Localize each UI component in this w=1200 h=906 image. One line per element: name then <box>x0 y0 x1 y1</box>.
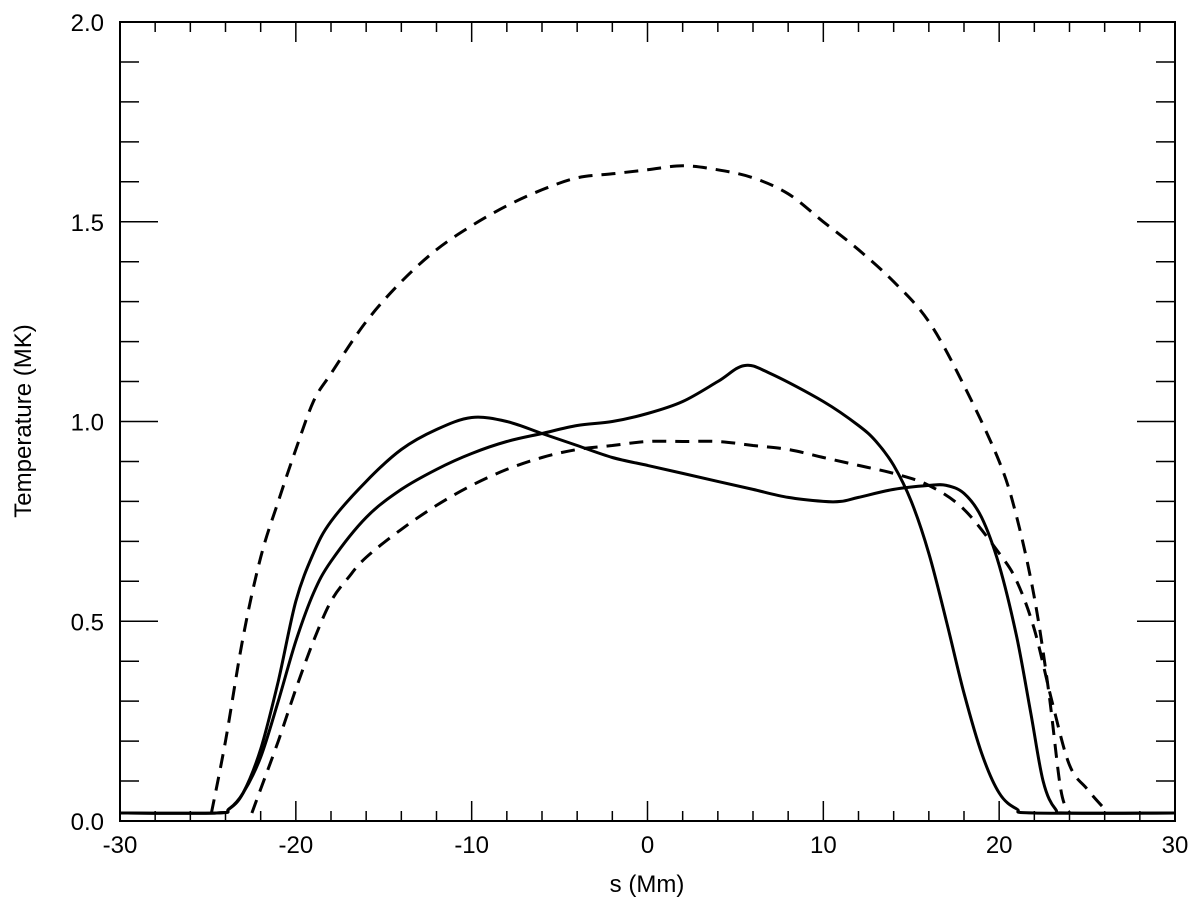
x-tick-label: -10 <box>454 832 489 859</box>
y-tick-label: 1.5 <box>71 210 104 237</box>
series-line-1-solid <box>119 415 1176 815</box>
x-tick-label: -20 <box>278 832 313 859</box>
series-line-3-dashed <box>209 164 1071 814</box>
y-axis-title: Temperature (MK) <box>10 324 37 517</box>
x-tick-label: 0 <box>641 832 654 859</box>
x-tick-label: 20 <box>986 832 1013 859</box>
x-tick-label: 10 <box>810 832 837 859</box>
series-line-2-solid <box>119 363 1176 815</box>
plot-frame <box>119 21 1176 822</box>
tick-labels: -30 -20 -10 0 10 20 30 0.0 0.5 1.0 1.5 2.0 <box>71 10 1189 859</box>
x-tick-label: -30 <box>103 832 138 859</box>
y-tick-label: 0.5 <box>71 609 104 636</box>
x-tick-label: 30 <box>1162 832 1189 859</box>
x-axis-title: s (Mm) <box>610 871 685 898</box>
y-tick-label: 2.0 <box>71 10 104 37</box>
y-tick-label: 0.0 <box>71 809 104 836</box>
y-tick-label: 1.0 <box>71 410 104 437</box>
series-line-4-dashed <box>250 439 1106 814</box>
series-lines <box>119 164 1176 815</box>
